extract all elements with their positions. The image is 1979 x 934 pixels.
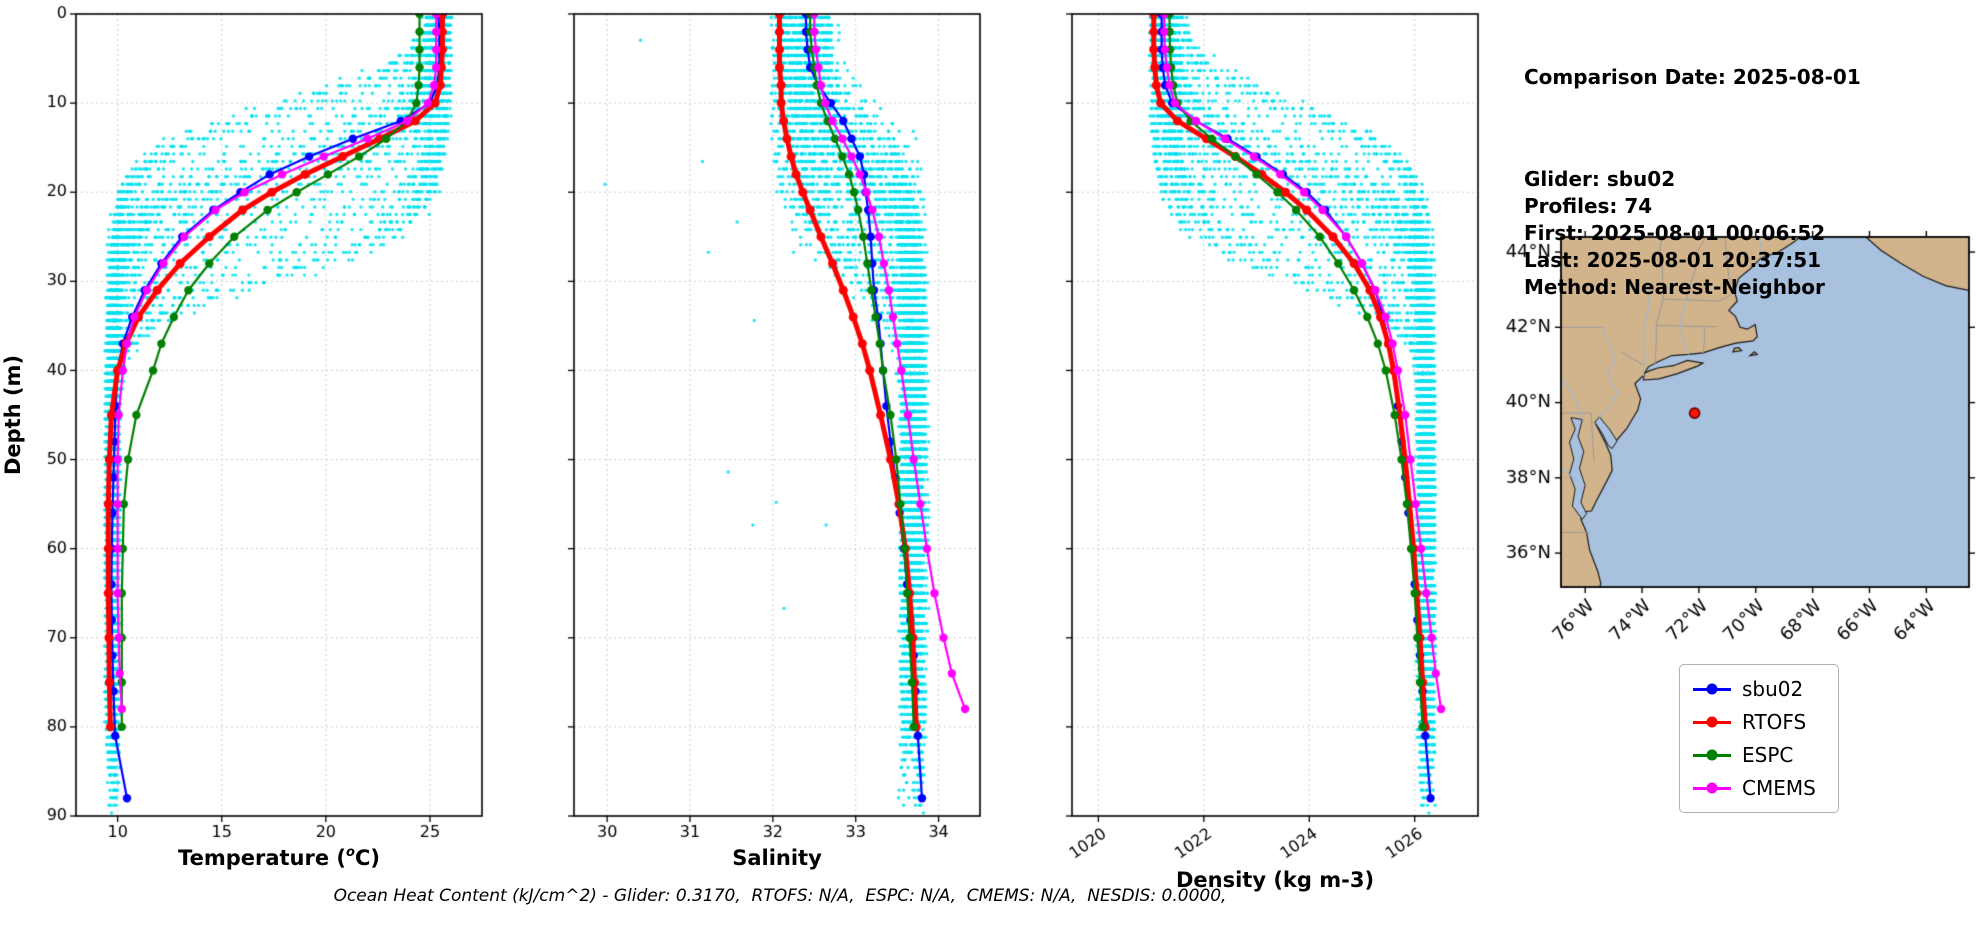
info-line: Profiles: 74 — [1524, 194, 1653, 218]
info-line: Last: 2025-08-01 20:37:51 — [1524, 248, 1822, 272]
legend-marker-dot — [1706, 683, 1718, 695]
legend-item-espc: ESPC — [1693, 743, 1816, 767]
density-profile-panel — [1030, 0, 1500, 880]
salinity-axis-label: Salinity — [732, 846, 822, 870]
legend: sbu02 RTOFS ESPC CMEMS — [1679, 664, 1839, 813]
info-line: First: 2025-08-01 00:06:52 — [1524, 221, 1826, 245]
comparison-date: Comparison Date: 2025-08-01 — [1524, 65, 1861, 89]
legend-line-sample — [1693, 782, 1731, 794]
legend-marker-dot — [1706, 716, 1718, 728]
info-line: Glider: sbu02 — [1524, 167, 1676, 191]
legend-label: sbu02 — [1742, 677, 1804, 701]
glider-info-lines: Glider: sbu02 Profiles: 74 First: 2025-08-… — [1524, 166, 1861, 301]
legend-label: CMEMS — [1742, 776, 1816, 800]
legend-marker-dot — [1706, 749, 1718, 761]
comparison-info-panel: Comparison Date: 2025-08-01 Glider: sbu0… — [1524, 10, 1861, 355]
legend-item-sbu02: sbu02 — [1693, 677, 1816, 701]
legend-line-sample — [1693, 683, 1731, 695]
info-line: Method: Nearest-Neighbor — [1524, 275, 1825, 299]
legend-label: ESPC — [1742, 743, 1794, 767]
temperature-profile-panel — [30, 0, 510, 880]
depth-axis-label: Depth (m) — [1, 354, 25, 476]
legend-item-cmems: CMEMS — [1693, 776, 1816, 800]
degree-superscript: o — [346, 845, 355, 860]
temperature-axis-label-suffix: C) — [354, 846, 380, 870]
temperature-axis-label: Temperature (oC) — [178, 845, 380, 870]
legend-line-sample — [1693, 716, 1731, 728]
legend-line-sample — [1693, 749, 1731, 761]
legend-label: RTOFS — [1742, 710, 1807, 734]
density-axis-label: Density (kg m-3) — [1175, 868, 1375, 892]
temperature-axis-label-text: Temperature ( — [178, 846, 347, 870]
legend-item-rtofs: RTOFS — [1693, 710, 1816, 734]
glider-location-map — [1490, 180, 1979, 660]
ohc-footer: Ocean Heat Content (kJ/cm^2) - Glider: 0… — [333, 886, 1227, 906]
legend-marker-dot — [1706, 782, 1718, 794]
salinity-profile-panel — [530, 0, 1000, 880]
